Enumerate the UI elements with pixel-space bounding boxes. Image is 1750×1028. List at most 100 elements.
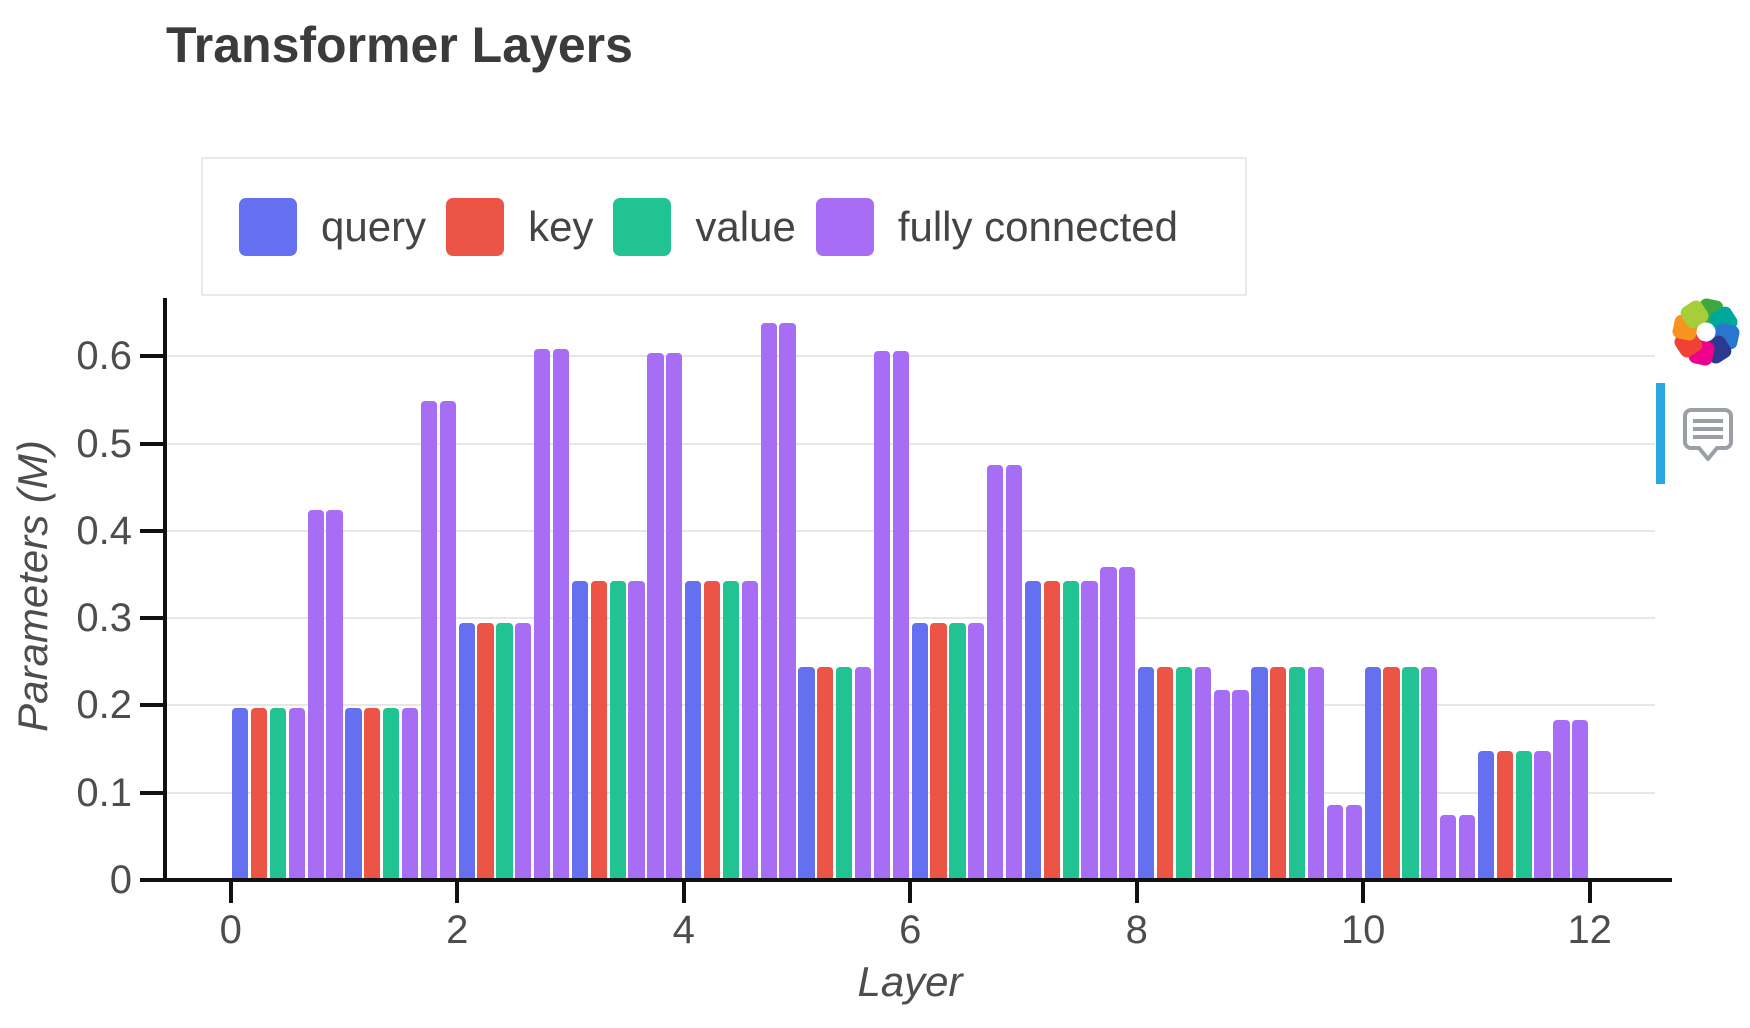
bar-value-layer-0[interactable] — [269, 708, 287, 880]
legend-label: fully connected — [897, 202, 1179, 250]
bar-value-layer-8[interactable] — [1175, 666, 1193, 880]
x-tick-label-4: 4 — [672, 908, 695, 952]
bar-key-layer-5[interactable] — [817, 666, 834, 880]
bar-key-layer-2[interactable] — [477, 623, 494, 880]
bar-query-layer-9[interactable] — [1251, 666, 1268, 880]
bar-key-layer-8[interactable] — [1156, 666, 1174, 880]
bar-value-layer-7[interactable] — [1062, 580, 1079, 880]
bar-key-layer-7[interactable] — [1043, 580, 1060, 880]
bar-value-layer-11[interactable] — [1515, 750, 1532, 880]
bar-query-layer-1[interactable] — [345, 708, 362, 880]
bar-key-layer-9[interactable] — [1270, 666, 1287, 880]
x-tick-label-10: 10 — [1340, 908, 1386, 952]
y-tick-0.1 — [140, 790, 165, 795]
x-tick-label-6: 6 — [899, 908, 922, 952]
bar-fully-connected-layer-8[interactable] — [1194, 666, 1211, 880]
bar-query-layer-3[interactable] — [571, 580, 589, 880]
bar-fully-connected-layer-9[interactable] — [1307, 666, 1325, 880]
y-tick-label-0.3: 0.3 — [76, 596, 132, 641]
bar-fully-connected-layer-1[interactable] — [401, 708, 419, 880]
bar-fully-connected-layer-7[interactable] — [1119, 567, 1136, 880]
bar-fully-connected-layer-1[interactable] — [439, 400, 456, 880]
bar-fully-connected-layer-11[interactable] — [1572, 720, 1589, 880]
bar-fully-connected-layer-2[interactable] — [515, 623, 532, 880]
bar-value-layer-9[interactable] — [1289, 666, 1306, 880]
bar-fully-connected-layer-6[interactable] — [968, 623, 985, 880]
legend-swatch-value — [613, 197, 672, 256]
bar-fully-connected-layer-5[interactable] — [873, 350, 891, 880]
bar-fully-connected-layer-1[interactable] — [420, 400, 438, 880]
bar-value-layer-6[interactable] — [949, 623, 966, 880]
bar-fully-connected-layer-11[interactable] — [1534, 750, 1551, 880]
bar-key-layer-10[interactable] — [1383, 666, 1400, 880]
comment-button[interactable] — [1682, 407, 1734, 465]
comment-bubble-icon — [1683, 408, 1733, 461]
bar-fully-connected-layer-2[interactable] — [552, 349, 570, 880]
bar-fully-connected-layer-8[interactable] — [1232, 689, 1249, 880]
bar-fully-connected-layer-8[interactable] — [1213, 689, 1230, 880]
bar-fully-connected-layer-10[interactable] — [1421, 666, 1438, 880]
bar-fully-connected-layer-0[interactable] — [288, 708, 305, 880]
bar-fully-connected-layer-6[interactable] — [987, 465, 1004, 880]
bar-key-layer-1[interactable] — [364, 708, 381, 880]
bar-value-layer-4[interactable] — [722, 580, 740, 880]
bar-query-layer-10[interactable] — [1364, 666, 1381, 880]
bar-fully-connected-layer-3[interactable] — [666, 352, 683, 880]
bar-fully-connected-layer-0[interactable] — [326, 509, 343, 880]
legend: query key value fully connected — [201, 157, 1247, 296]
bar-key-layer-6[interactable] — [930, 623, 947, 880]
bar-value-layer-1[interactable] — [383, 708, 400, 880]
bar-query-layer-6[interactable] — [911, 623, 928, 880]
bar-fully-connected-layer-7[interactable] — [1081, 580, 1098, 880]
bar-query-layer-2[interactable] — [458, 623, 475, 880]
bar-fully-connected-layer-9[interactable] — [1326, 804, 1344, 880]
bar-fully-connected-layer-11[interactable] — [1553, 720, 1570, 880]
bar-fully-connected-layer-3[interactable] — [647, 352, 664, 880]
bar-value-layer-10[interactable] — [1402, 666, 1419, 880]
legend-item-value[interactable]: value — [613, 197, 796, 256]
x-tick-label-8: 8 — [1125, 908, 1148, 952]
bar-fully-connected-layer-6[interactable] — [1005, 465, 1023, 880]
bar-fully-connected-layer-4[interactable] — [779, 323, 796, 880]
bar-fully-connected-layer-3[interactable] — [628, 580, 645, 880]
bar-fully-connected-layer-4[interactable] — [741, 580, 758, 880]
bar-fully-connected-layer-5[interactable] — [892, 350, 909, 880]
x-tick-12 — [1587, 880, 1592, 903]
bar-query-layer-11[interactable] — [1477, 750, 1495, 880]
y-tick-label-0.5: 0.5 — [76, 421, 132, 466]
legend-item-fully-connected[interactable]: fully connected — [815, 197, 1179, 256]
y-tick-0.2 — [140, 703, 165, 708]
bar-value-layer-2[interactable] — [496, 623, 513, 880]
gridline-y-0.4 — [165, 529, 1655, 532]
gridline-y-0.1 — [165, 791, 1655, 794]
bar-query-layer-0[interactable] — [232, 708, 249, 880]
bar-query-layer-4[interactable] — [685, 580, 702, 880]
bar-query-layer-7[interactable] — [1024, 580, 1042, 880]
bar-fully-connected-layer-0[interactable] — [307, 509, 324, 880]
bar-fully-connected-layer-10[interactable] — [1458, 815, 1476, 880]
bar-key-layer-11[interactable] — [1496, 750, 1513, 880]
bar-fully-connected-layer-2[interactable] — [534, 349, 551, 880]
gridline-y-0.3 — [165, 617, 1655, 620]
bar-key-layer-0[interactable] — [250, 708, 268, 880]
legend-item-key[interactable]: key — [446, 197, 593, 256]
bar-fully-connected-layer-7[interactable] — [1100, 567, 1117, 880]
panel-scrollbar[interactable] — [1656, 383, 1665, 484]
legend-swatch-fully-connected — [815, 197, 874, 256]
bar-query-layer-8[interactable] — [1138, 666, 1155, 880]
bar-fully-connected-layer-9[interactable] — [1345, 804, 1362, 880]
bar-query-layer-5[interactable] — [798, 666, 815, 880]
y-tick-label-0.6: 0.6 — [76, 334, 132, 379]
bar-key-layer-3[interactable] — [590, 580, 607, 880]
bar-value-layer-5[interactable] — [836, 666, 853, 880]
y-tick-0.6 — [140, 354, 165, 359]
x-tick-8 — [1134, 880, 1139, 903]
bar-key-layer-4[interactable] — [703, 580, 721, 880]
bar-value-layer-3[interactable] — [609, 580, 626, 880]
legend-item-query[interactable]: query — [239, 197, 426, 256]
x-tick-2 — [455, 880, 460, 903]
bar-fully-connected-layer-4[interactable] — [760, 323, 777, 880]
bar-fully-connected-layer-5[interactable] — [854, 666, 872, 880]
bar-fully-connected-layer-10[interactable] — [1440, 815, 1457, 880]
legend-swatch-key — [446, 197, 505, 256]
